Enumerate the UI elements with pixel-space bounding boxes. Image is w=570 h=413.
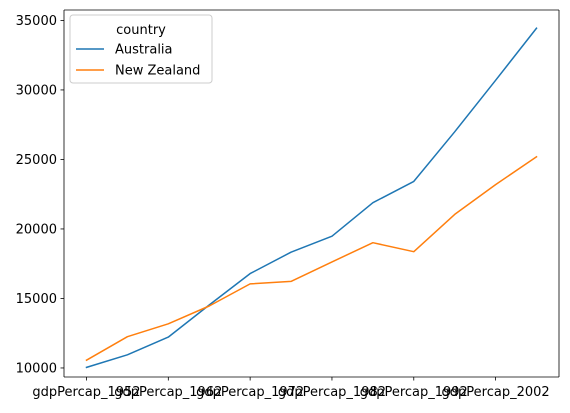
y-tick-label: 35000 <box>16 14 57 29</box>
legend-title: country <box>116 23 166 38</box>
x-tick-label: gdpPercap_2002 <box>442 385 550 400</box>
x-tick-label: gdpPercap_1992 <box>360 385 468 400</box>
y-axis: 10000 15000 20000 25000 30000 35000 <box>16 14 64 376</box>
y-tick-label: 25000 <box>16 153 57 168</box>
y-tick-label: 10000 <box>16 361 57 376</box>
y-tick-label: 20000 <box>16 222 57 237</box>
legend-label: New Zealand <box>115 64 200 79</box>
x-tick-label: gdpPercap_1982 <box>278 385 386 400</box>
legend-box <box>69 14 213 84</box>
x-tick-label: gdpPercap_1952 <box>32 385 140 400</box>
series-line-australia <box>85 27 538 369</box>
legend: country Australia New Zealand <box>69 14 213 84</box>
series-line-new-zealand <box>85 155 538 362</box>
x-axis: gdpPercap_1952gdpPercap_1962gdpPercap_19… <box>32 377 550 400</box>
y-tick-label: 30000 <box>16 83 57 98</box>
plot-frame <box>63 9 560 378</box>
legend-label: Australia <box>115 43 173 58</box>
x-tick-label: gdpPercap_1962 <box>114 385 222 400</box>
x-tick-label: gdpPercap_1972 <box>196 385 304 400</box>
series-lines <box>85 27 538 369</box>
y-tick-label: 15000 <box>16 292 57 307</box>
